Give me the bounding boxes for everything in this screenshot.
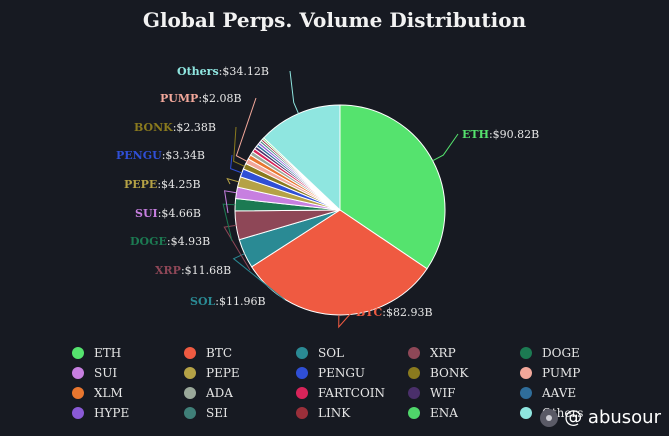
legend-label: SUI	[94, 366, 118, 380]
chat-bubble-icon	[540, 408, 559, 427]
legend-label: ADA	[206, 386, 233, 400]
legend-label: AAVE	[542, 386, 577, 400]
legend-swatch	[72, 387, 84, 399]
legend-item-fartcoin[interactable]: FARTCOIN	[296, 385, 408, 401]
data-label-pump: PUMP:$2.08B	[160, 92, 242, 105]
leader-line-pengu	[230, 154, 242, 174]
legend-swatch	[184, 367, 196, 379]
legend-item-aave[interactable]: AAVE	[520, 385, 632, 401]
legend-item-doge[interactable]: DOGE	[520, 345, 632, 361]
watermark: @ abusour	[540, 407, 661, 428]
legend-swatch	[408, 347, 420, 359]
legend-item-eth[interactable]: ETH	[72, 345, 184, 361]
data-label-doge: DOGE:$4.93B	[130, 235, 210, 248]
legend-item-sui[interactable]: SUI	[72, 365, 184, 381]
legend-swatch	[296, 407, 308, 419]
legend-label: ETH	[94, 346, 122, 360]
leader-line-others	[289, 70, 299, 114]
data-label-sui: SUI:$4.66B	[135, 207, 201, 220]
legend-item-hype[interactable]: HYPE	[72, 405, 184, 421]
legend-swatch	[184, 347, 196, 359]
legend-item-link[interactable]: LINK	[296, 405, 408, 421]
legend-item-xrp[interactable]: XRP	[408, 345, 520, 361]
legend-swatch	[184, 407, 196, 419]
data-label-xrp: XRP:$11.68B	[155, 264, 231, 277]
legend-swatch	[408, 367, 420, 379]
chart-title: Global Perps. Volume Distribution	[142, 8, 527, 32]
legend-swatch	[72, 367, 84, 379]
legend-item-pump[interactable]: PUMP	[520, 365, 632, 381]
pie-slice-eth	[339, 104, 446, 270]
legend-label: PUMP	[542, 366, 581, 380]
data-label-eth: ETH:$90.82B	[462, 128, 539, 141]
data-label-pengu: PENGU:$3.34B	[116, 149, 205, 162]
legend-item-ena[interactable]: ENA	[408, 405, 520, 421]
legend-label: FARTCOIN	[318, 386, 386, 400]
legend-label: XLM	[94, 386, 123, 400]
legend-item-wif[interactable]: WIF	[408, 385, 520, 401]
leader-line-pepe	[226, 177, 239, 185]
legend-swatch	[296, 347, 308, 359]
legend-swatch	[520, 387, 532, 399]
pie-chart: ETH:$90.82B BTC:$82.93B SOL:$11.96B XRP:$11…	[116, 65, 539, 329]
data-label-sol: SOL:$11.96B	[190, 295, 266, 308]
legend-item-ada[interactable]: ADA	[184, 385, 296, 401]
leader-line-sui	[223, 190, 237, 214]
legend-item-btc[interactable]: BTC	[184, 345, 296, 361]
data-label-bonk: BONK:$2.38B	[134, 121, 216, 134]
legend-swatch	[72, 347, 84, 359]
legend-item-pengu[interactable]: PENGU	[296, 365, 408, 381]
legend-label: XRP	[430, 346, 456, 360]
legend-label: SOL	[318, 346, 345, 360]
data-label-pepe: PEPE:$4.25B	[124, 178, 201, 191]
legend-swatch	[296, 367, 308, 379]
legend-label: DOGE	[542, 346, 580, 360]
watermark-text: @ abusour	[564, 407, 661, 428]
legend-label: BONK	[430, 366, 469, 380]
legend-label: ENA	[430, 406, 458, 420]
legend-swatch	[520, 367, 532, 379]
leader-line-bonk	[233, 126, 245, 167]
legend-swatch	[184, 387, 196, 399]
legend-label: WIF	[430, 386, 456, 400]
legend: ETH BTC SOL XRP DOGE SUI PEPE PENGU BONK PUMP XLM A…	[72, 345, 632, 421]
legend-item-xlm[interactable]: XLM	[72, 385, 184, 401]
legend-item-bonk[interactable]: BONK	[408, 365, 520, 381]
leader-line-pump	[235, 97, 257, 162]
data-label-others: Others:$34.12B	[177, 65, 269, 78]
legend-swatch	[408, 407, 420, 419]
leader-line-xrp	[223, 224, 251, 271]
legend-swatch	[296, 387, 308, 399]
legend-item-pepe[interactable]: PEPE	[184, 365, 296, 381]
leader-line-btc	[338, 311, 353, 329]
legend-swatch	[520, 347, 532, 359]
legend-label: PEPE	[206, 366, 240, 380]
legend-swatch	[408, 387, 420, 399]
legend-item-sei[interactable]: SEI	[184, 405, 296, 421]
legend-item-sol[interactable]: SOL	[296, 345, 408, 361]
leader-line-doge	[222, 203, 236, 242]
legend-label: PENGU	[318, 366, 366, 380]
legend-swatch	[72, 407, 84, 419]
leader-line-eth	[432, 133, 459, 162]
legend-swatch	[520, 407, 532, 419]
legend-label: BTC	[206, 346, 233, 360]
data-label-btc: BTC:$82.93B	[356, 306, 433, 319]
legend-label: HYPE	[94, 406, 130, 420]
legend-label: SEI	[206, 406, 228, 420]
legend-label: LINK	[318, 406, 351, 420]
